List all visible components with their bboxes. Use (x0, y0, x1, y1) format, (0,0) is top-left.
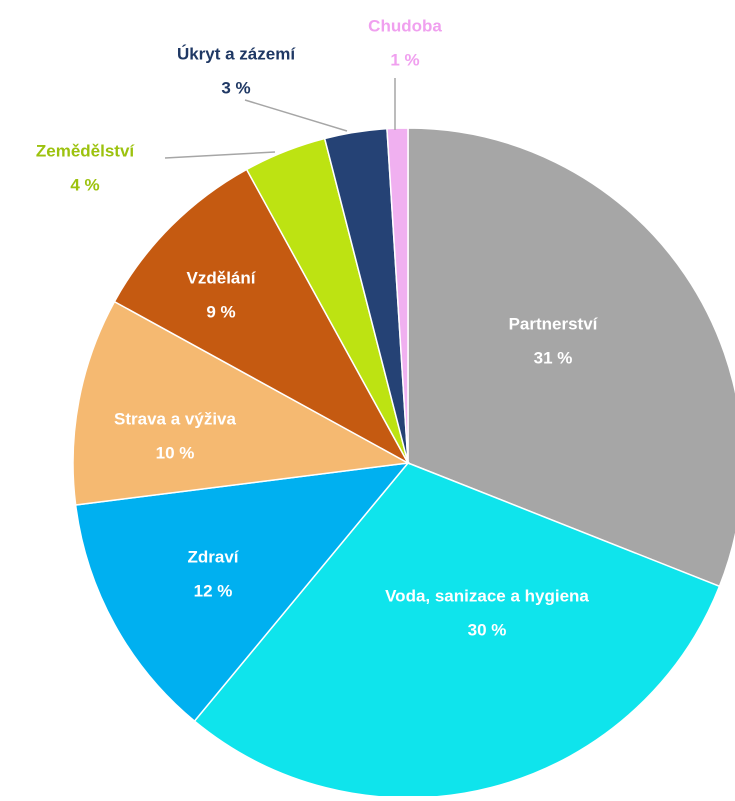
pie-slice (407, 127, 735, 588)
leader-line (164, 151, 276, 159)
slice-label: Chudoba (368, 16, 442, 35)
slice-value-label: 12 % (194, 581, 233, 600)
slice-label: Vzdělání (187, 268, 257, 287)
slice-label: Zdraví (187, 547, 239, 566)
slice-label: Voda, sanizace a hygiena (385, 586, 589, 605)
slice-label: Zemědělství (36, 141, 136, 160)
slice-value-label: 10 % (156, 443, 195, 462)
slice-value-label: 30 % (468, 620, 507, 639)
slice-label: Partnerství (509, 314, 599, 333)
slice-value-label: 1 % (390, 50, 419, 69)
slice-label: Úkryt a zázemí (177, 44, 296, 63)
pie-slice (113, 168, 410, 465)
pie-slice (386, 127, 409, 464)
slice-value-label: 31 % (534, 348, 573, 367)
slice-value-label: 9 % (206, 302, 235, 321)
pie-slice (72, 300, 411, 506)
leader-line (244, 99, 348, 132)
pie-slice (193, 462, 721, 799)
slice-value-label: 3 % (221, 78, 250, 97)
slice-value-label: 4 % (70, 175, 99, 194)
slice-label: Strava a výživa (114, 409, 236, 428)
pie-slice (74, 462, 410, 723)
